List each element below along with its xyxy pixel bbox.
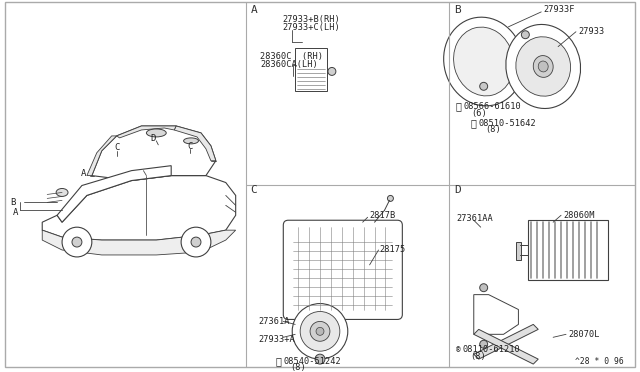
Text: ^28 * 0 96: ^28 * 0 96 (575, 357, 624, 366)
Circle shape (480, 82, 488, 90)
Text: D: D (150, 134, 156, 143)
Text: B: B (454, 5, 461, 15)
Circle shape (328, 67, 336, 76)
Text: 27933+A: 27933+A (259, 335, 295, 344)
Text: (8): (8) (470, 352, 486, 360)
Text: 28175: 28175 (380, 246, 406, 254)
Text: 2817B: 2817B (370, 211, 396, 220)
Circle shape (522, 31, 529, 39)
Circle shape (62, 227, 92, 257)
Text: 28360C  (RH): 28360C (RH) (260, 52, 323, 61)
Circle shape (480, 340, 488, 348)
FancyBboxPatch shape (529, 220, 608, 280)
Text: A: A (250, 5, 257, 15)
Ellipse shape (516, 37, 571, 96)
Circle shape (300, 311, 340, 351)
Bar (516, 242, 522, 260)
Ellipse shape (184, 138, 198, 144)
Text: C: C (114, 143, 119, 152)
Polygon shape (42, 176, 236, 240)
Text: A: A (13, 208, 18, 217)
Text: 08510-51642: 08510-51642 (479, 119, 536, 128)
Text: 27361A: 27361A (259, 317, 290, 326)
Circle shape (315, 354, 325, 364)
Text: (6): (6) (471, 109, 486, 118)
Text: 08566-61610: 08566-61610 (464, 102, 522, 110)
Circle shape (72, 237, 82, 247)
Ellipse shape (533, 55, 553, 77)
Polygon shape (474, 324, 538, 359)
Ellipse shape (147, 129, 166, 137)
Text: 28360CA(LH): 28360CA(LH) (260, 60, 318, 69)
Polygon shape (474, 295, 518, 334)
Ellipse shape (538, 61, 548, 72)
Text: A: A (81, 169, 86, 178)
Text: 27933: 27933 (578, 27, 604, 36)
Circle shape (191, 237, 201, 247)
Ellipse shape (454, 27, 514, 96)
Polygon shape (42, 230, 236, 255)
Polygon shape (116, 126, 176, 138)
Text: 28060M: 28060M (563, 211, 595, 220)
FancyBboxPatch shape (284, 220, 403, 320)
Circle shape (292, 304, 348, 359)
Text: (8): (8) (486, 125, 501, 134)
Polygon shape (87, 136, 116, 176)
Text: (8): (8) (290, 363, 306, 372)
Text: Ⓢ: Ⓢ (471, 118, 477, 128)
Text: 27933+B(RH): 27933+B(RH) (282, 15, 340, 24)
Text: 27933+C(LH): 27933+C(LH) (282, 23, 340, 32)
Text: 28070L: 28070L (568, 330, 600, 339)
Circle shape (181, 227, 211, 257)
Text: B: B (10, 198, 15, 207)
Circle shape (387, 195, 394, 201)
Circle shape (480, 284, 488, 292)
Text: C: C (250, 186, 257, 195)
Polygon shape (474, 329, 538, 364)
Polygon shape (57, 166, 171, 222)
Circle shape (310, 321, 330, 341)
FancyBboxPatch shape (295, 48, 327, 91)
Ellipse shape (444, 17, 524, 106)
Text: ®: ® (456, 345, 461, 354)
Ellipse shape (506, 25, 580, 109)
Text: Ⓢ: Ⓢ (275, 356, 281, 366)
Text: 27933F: 27933F (543, 6, 575, 15)
Text: 08110-61210: 08110-61210 (463, 345, 520, 354)
Polygon shape (92, 126, 216, 180)
Ellipse shape (56, 189, 68, 196)
Text: 27361AA: 27361AA (456, 214, 493, 223)
Text: C: C (188, 142, 193, 151)
Text: D: D (454, 186, 461, 195)
Text: Ⓢ: Ⓢ (456, 101, 462, 111)
Text: 08540-51242: 08540-51242 (284, 357, 341, 366)
Polygon shape (174, 126, 216, 161)
Circle shape (316, 327, 324, 335)
